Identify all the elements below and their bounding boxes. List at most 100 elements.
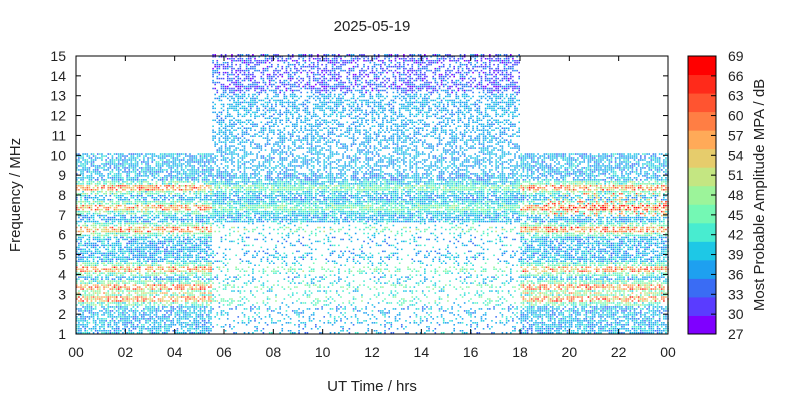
heatmap-cell — [166, 187, 168, 189]
heatmap-cell — [124, 282, 126, 284]
heatmap-cell — [111, 210, 114, 213]
heatmap-cell — [193, 266, 196, 268]
heatmap-cell — [195, 300, 198, 302]
heatmap-cell — [155, 280, 158, 282]
heatmap-cell — [109, 272, 112, 274]
heatmap-cell — [193, 244, 196, 247]
heatmap-cell — [128, 210, 131, 213]
heatmap-cell — [86, 260, 89, 263]
heatmap-cell — [117, 242, 120, 245]
heatmap-cell — [115, 193, 118, 195]
heatmap-cell — [226, 97, 229, 100]
heatmap-cell — [210, 222, 212, 225]
heatmap-cell — [132, 169, 135, 171]
heatmap-cell — [84, 200, 86, 203]
heatmap-cell — [111, 280, 114, 282]
heatmap-cell — [82, 200, 84, 203]
heatmap-cell — [124, 208, 126, 211]
heatmap-cell — [214, 198, 216, 201]
heatmap-cell — [187, 242, 189, 245]
heatmap-cell — [170, 272, 172, 274]
heatmap-cell — [201, 177, 204, 179]
heatmap-cell — [199, 286, 202, 288]
heatmap-cell — [76, 304, 78, 306]
heatmap-cell — [107, 244, 110, 247]
heatmap-cell — [128, 171, 131, 173]
heatmap-cell — [90, 204, 93, 207]
heatmap-cell — [226, 157, 229, 159]
heatmap-cell — [226, 220, 229, 223]
heatmap-cell — [176, 260, 179, 263]
heatmap-cell — [122, 248, 124, 251]
heatmap-cell — [189, 232, 191, 235]
heatmap-cell — [149, 276, 151, 278]
heatmap-cell — [101, 272, 103, 274]
heatmap-cell — [105, 268, 107, 270]
heatmap-cell — [113, 242, 116, 245]
heatmap-cell — [168, 262, 170, 264]
heatmap-cell — [159, 280, 162, 282]
heatmap-cell — [193, 312, 196, 314]
heatmap-cell — [220, 204, 223, 207]
heatmap-cell — [193, 262, 196, 264]
heatmap-cell — [124, 200, 126, 203]
heatmap-cell — [132, 324, 135, 326]
heatmap-cell — [157, 224, 160, 227]
heatmap-cell — [130, 200, 133, 203]
heatmap-cell — [203, 214, 206, 217]
heatmap-cell — [151, 260, 154, 263]
heatmap-cell — [141, 300, 143, 302]
heatmap-cell — [149, 189, 151, 191]
heatmap-cell — [145, 306, 147, 308]
heatmap-cell — [216, 69, 219, 72]
heatmap-cell — [168, 165, 170, 167]
heatmap-cell — [231, 298, 233, 300]
heatmap-cell — [210, 324, 212, 326]
heatmap-cell — [149, 185, 151, 187]
heatmap-cell — [218, 131, 221, 133]
heatmap-cell — [210, 266, 212, 268]
heatmap-cell — [185, 332, 187, 334]
heatmap-cell — [92, 238, 95, 241]
heatmap-cell — [82, 254, 84, 257]
heatmap-cell — [210, 268, 212, 270]
heatmap-cell — [185, 264, 187, 266]
heatmap-cell — [157, 248, 160, 251]
heatmap-cell — [193, 173, 196, 175]
heatmap-cell — [109, 238, 112, 241]
heatmap-cell — [82, 252, 84, 255]
heatmap-cell — [128, 163, 131, 165]
heatmap-cell — [222, 300, 225, 302]
heatmap-cell — [76, 268, 78, 270]
heatmap-cell — [90, 206, 93, 209]
heatmap-cell — [88, 218, 91, 221]
heatmap-cell — [122, 208, 124, 211]
heatmap-cell — [122, 165, 124, 167]
heatmap-cell — [101, 322, 103, 324]
heatmap-cell — [111, 232, 114, 235]
heatmap-cell — [138, 175, 141, 177]
heatmap-cell — [134, 234, 137, 237]
heatmap-cell — [226, 87, 229, 90]
heatmap-cell — [124, 224, 126, 227]
heatmap-cell — [168, 210, 170, 213]
heatmap-cell — [195, 304, 198, 306]
heatmap-cell — [159, 258, 162, 261]
heatmap-cell — [78, 248, 80, 251]
heatmap-cell — [151, 169, 154, 171]
heatmap-cell — [122, 324, 124, 326]
heatmap-cell — [170, 266, 172, 268]
heatmap-cell — [115, 276, 118, 278]
heatmap-cell — [143, 222, 145, 225]
heatmap-cell — [78, 300, 80, 302]
heatmap-cell — [191, 256, 193, 259]
heatmap-cell — [199, 196, 202, 199]
heatmap-cell — [197, 304, 200, 306]
heatmap-cell — [86, 262, 89, 264]
heatmap-cell — [210, 278, 212, 280]
heatmap-cell — [151, 326, 154, 328]
heatmap-cell — [231, 240, 233, 243]
heatmap-cell — [199, 262, 202, 264]
heatmap-cell — [201, 202, 204, 205]
heatmap-cell — [136, 246, 139, 249]
